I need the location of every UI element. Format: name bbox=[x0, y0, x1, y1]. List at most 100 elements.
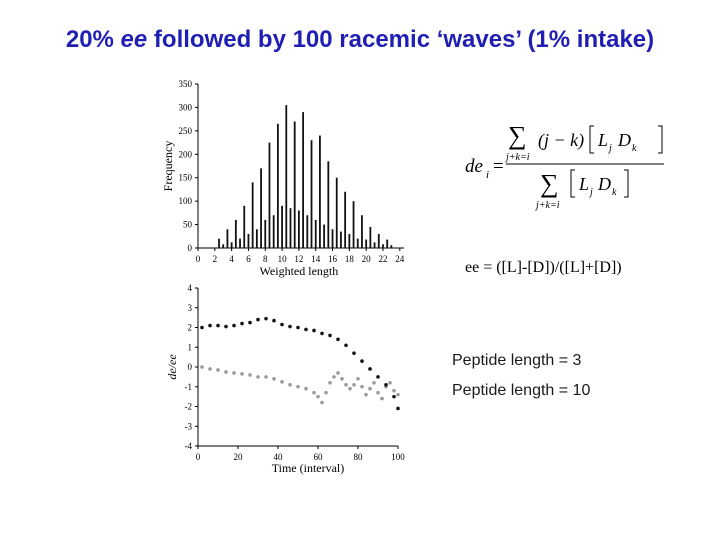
scatter-y-tick-label: -3 bbox=[185, 421, 193, 431]
series-length-10-point bbox=[296, 325, 300, 330]
scatter-x-tick-label: 0 bbox=[196, 452, 201, 462]
series-length-3-point bbox=[232, 371, 236, 375]
hist-x-tick-label: 8 bbox=[263, 254, 268, 264]
svg-text:L: L bbox=[597, 130, 608, 150]
svg-text:j: j bbox=[607, 143, 612, 154]
hist-y-tick-label: 200 bbox=[179, 149, 193, 159]
hist-bar bbox=[331, 229, 334, 248]
series-length-10-point bbox=[352, 351, 356, 355]
scatter-y-tick-label: 1 bbox=[188, 342, 193, 352]
legend-item-length-10: Peptide length = 10 bbox=[452, 382, 591, 399]
hist-y-tick-label: 0 bbox=[188, 243, 193, 253]
hist-bar bbox=[234, 219, 237, 248]
svg-text:k: k bbox=[632, 143, 637, 154]
series-length-10-point bbox=[232, 323, 236, 328]
hist-x-tick-label: 10 bbox=[278, 254, 288, 264]
series-length-3-point bbox=[240, 372, 244, 376]
hist-x-tick-label: 20 bbox=[362, 254, 372, 264]
svg-text:=: = bbox=[493, 156, 504, 177]
series-length-10-point bbox=[240, 321, 244, 326]
hist-bar bbox=[310, 140, 313, 248]
series-length-3-point bbox=[272, 377, 276, 381]
slide-title: 20% ee followed by 100 racemic ‘waves’ (… bbox=[65, 26, 655, 53]
ee-definition: ee = ([L]-[D])/([L]+[D]) bbox=[465, 259, 622, 276]
series-length-3-point bbox=[256, 375, 260, 379]
scatter-y-tick-label: -1 bbox=[185, 382, 193, 392]
hist-bar bbox=[281, 205, 283, 248]
series-length-3-point bbox=[364, 392, 368, 397]
hist-x-tick-label: 0 bbox=[196, 254, 201, 264]
series-length-3-point bbox=[372, 381, 376, 385]
eq-sum-top-sub: j+k=i bbox=[504, 152, 530, 163]
hist-bar bbox=[218, 238, 220, 248]
series-length-3-point bbox=[360, 384, 364, 389]
scatter-y-axis-label: de/ee bbox=[165, 354, 179, 380]
series-length-10-point bbox=[224, 324, 228, 329]
scatter-y-tick-label: 3 bbox=[188, 303, 193, 313]
hist-x-tick-label: 18 bbox=[345, 254, 355, 264]
series-length-10-point bbox=[344, 343, 348, 348]
series-length-3-point bbox=[304, 386, 308, 391]
hist-bar bbox=[247, 233, 250, 248]
hist-bar bbox=[373, 242, 376, 248]
series-length-3-point bbox=[312, 390, 316, 395]
series-length-10-point bbox=[360, 359, 364, 363]
hist-y-tick-label: 100 bbox=[179, 196, 193, 206]
series-length-3-point bbox=[224, 370, 228, 374]
eq-sum-bottom: ∑ bbox=[540, 169, 559, 198]
series-length-3-point bbox=[316, 394, 320, 399]
eq-sum-bottom-sub: j+k=i bbox=[534, 200, 560, 211]
series-length-10-point bbox=[216, 323, 220, 328]
hist-bar bbox=[285, 105, 288, 248]
series-length-10-point bbox=[256, 317, 260, 322]
hist-y-tick-label: 350 bbox=[179, 79, 193, 89]
scatter-x-tick-label: 100 bbox=[391, 452, 405, 462]
series-length-10-point bbox=[288, 324, 292, 329]
hist-bar bbox=[382, 244, 384, 248]
series-length-3-point bbox=[320, 400, 324, 405]
hist-bar bbox=[297, 210, 300, 248]
scatter-y-tick-label: -2 bbox=[185, 402, 193, 412]
series-length-3-point bbox=[344, 382, 348, 387]
scatter-x-axis-label: Time (interval) bbox=[272, 461, 345, 475]
hist-bar bbox=[327, 161, 330, 248]
series-length-10-point bbox=[320, 331, 324, 336]
series-length-10-point bbox=[272, 318, 276, 323]
series-length-3-point bbox=[288, 382, 292, 387]
hist-x-tick-label: 2 bbox=[213, 254, 218, 264]
eq-lhs: de bbox=[465, 156, 483, 177]
hist-bar bbox=[293, 121, 296, 248]
hist-bar bbox=[255, 229, 258, 248]
series-length-3-point bbox=[356, 377, 360, 381]
series-length-3-point bbox=[332, 375, 336, 379]
hist-bar bbox=[344, 191, 347, 248]
series-length-10-point bbox=[392, 394, 396, 399]
hist-bar bbox=[323, 224, 326, 248]
series-length-10-point bbox=[368, 367, 372, 371]
eq-num-factor: (j − k) bbox=[538, 130, 584, 151]
hist-bar bbox=[268, 142, 271, 248]
svg-text:D: D bbox=[617, 130, 631, 150]
series-length-3-point bbox=[248, 373, 252, 377]
hist-x-tick-label: 14 bbox=[311, 254, 321, 264]
hist-bar bbox=[390, 245, 393, 248]
hist-bar bbox=[314, 219, 317, 248]
series-length-3-point bbox=[396, 392, 400, 397]
series-length-3-point bbox=[380, 396, 384, 401]
series-length-3-point bbox=[216, 368, 220, 372]
series-length-3-point bbox=[340, 377, 344, 381]
eq-sum-top: ∑ bbox=[508, 121, 527, 150]
series-length-10-point bbox=[208, 323, 212, 328]
series-length-3-point bbox=[324, 390, 328, 395]
svg-text:D: D bbox=[597, 174, 611, 194]
series-length-3-point bbox=[336, 371, 340, 375]
series-length-10-point bbox=[376, 375, 380, 379]
hist-bar bbox=[264, 219, 267, 248]
hist-y-tick-label: 150 bbox=[179, 173, 193, 183]
hist-bar bbox=[348, 233, 351, 248]
hist-x-tick-label: 6 bbox=[246, 254, 251, 264]
hist-bar bbox=[230, 242, 233, 248]
hist-x-tick-label: 12 bbox=[294, 254, 303, 264]
series-length-10-point bbox=[248, 320, 252, 325]
